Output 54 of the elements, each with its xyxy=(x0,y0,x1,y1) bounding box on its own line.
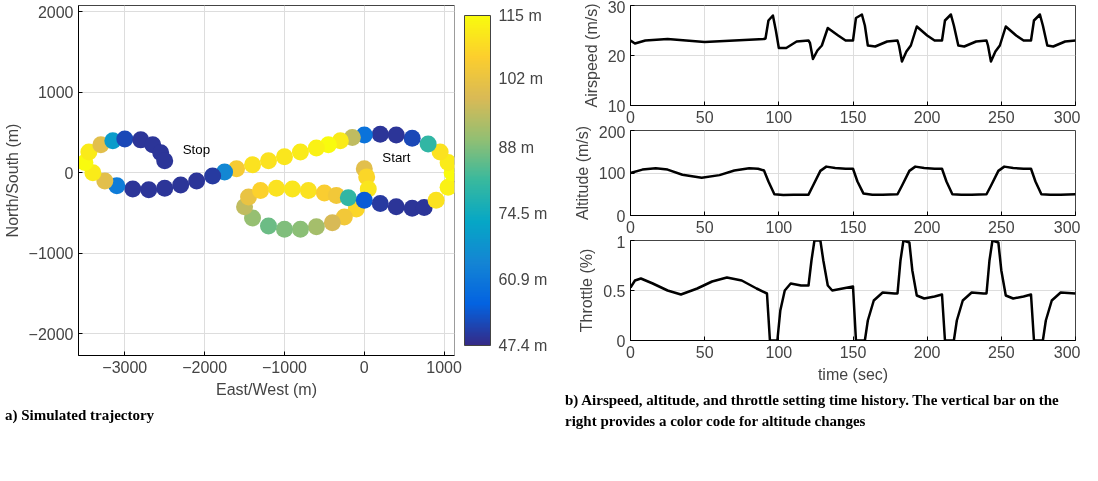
x-tick-label: 250 xyxy=(987,218,1015,236)
y-tick-label: 1 xyxy=(616,233,626,251)
color-bar-label: 74.5 m xyxy=(498,204,548,222)
y-tick-label: 0 xyxy=(64,164,74,182)
x-tick-label: 300 xyxy=(1053,343,1081,361)
y-axis-title: Throttle (%) xyxy=(578,248,596,333)
x-axis-title: East/West (m) xyxy=(215,380,318,398)
text: a) Simulated trajectory xyxy=(5,406,155,425)
x-tick-label: −1000 xyxy=(261,358,308,376)
y-tick-label: −2000 xyxy=(28,325,74,343)
line-series xyxy=(630,240,1076,341)
y-axis-title: Altitude (m/s) xyxy=(573,125,591,221)
color-bar-label: 102 m xyxy=(498,70,543,88)
x-tick-label: 100 xyxy=(765,218,793,236)
y-axis-title: North/South (m) xyxy=(3,123,21,238)
x-tick-label: 250 xyxy=(987,108,1015,126)
x-tick-label: 200 xyxy=(913,108,941,126)
color-bar-label: 88 m xyxy=(498,138,535,156)
y-tick-label: 0 xyxy=(616,207,626,225)
x-tick-label: 300 xyxy=(1053,218,1081,236)
x-tick-label: 100 xyxy=(765,108,793,126)
text: b) Airspeed, altitude, and throttle setting time history. The vertical bar on the right provides a color code for altitude changes xyxy=(565,391,1060,431)
y-tick-label: 1000 xyxy=(37,84,74,102)
y-tick-label: 2000 xyxy=(37,3,74,21)
x-tick-label: −3000 xyxy=(102,358,148,376)
y-tick-label: 10 xyxy=(607,97,626,115)
x-tick-label: 100 xyxy=(765,343,793,361)
color-bar-label: 115 m xyxy=(498,7,542,24)
x-tick-label: 200 xyxy=(913,218,941,236)
color-bar-label: 47.4 m xyxy=(498,337,548,354)
y-tick-label: 20 xyxy=(607,47,626,65)
x-tick-label: 150 xyxy=(839,218,867,236)
x-tick-label: 150 xyxy=(839,108,867,126)
x-tick-label: 1000 xyxy=(426,358,463,376)
x-axis-title: time (sec) xyxy=(817,365,889,383)
x-tick-label: 200 xyxy=(913,343,941,361)
color-bar-label: 60.9 m xyxy=(498,271,548,289)
y-tick-label: 0.5 xyxy=(603,282,626,300)
annotation: Start xyxy=(382,149,411,165)
x-tick-label: 150 xyxy=(839,343,867,361)
y-tick-label: 200 xyxy=(598,123,626,141)
x-tick-label: 0 xyxy=(359,358,369,376)
x-tick-label: 50 xyxy=(695,218,714,236)
x-tick-label: 250 xyxy=(987,343,1015,361)
y-tick-label: 0 xyxy=(616,332,626,350)
x-tick-label: 50 xyxy=(695,108,714,126)
x-tick-label: 300 xyxy=(1053,108,1081,126)
y-tick-label: −1000 xyxy=(28,245,74,263)
annotation: Stop xyxy=(182,141,211,157)
x-tick-label: −2000 xyxy=(182,358,228,376)
x-tick-label: 50 xyxy=(695,343,714,361)
y-tick-label: 30 xyxy=(607,0,626,16)
y-tick-label: 100 xyxy=(598,165,626,182)
y-axis-title: Airspeed (m/s) xyxy=(582,3,600,108)
